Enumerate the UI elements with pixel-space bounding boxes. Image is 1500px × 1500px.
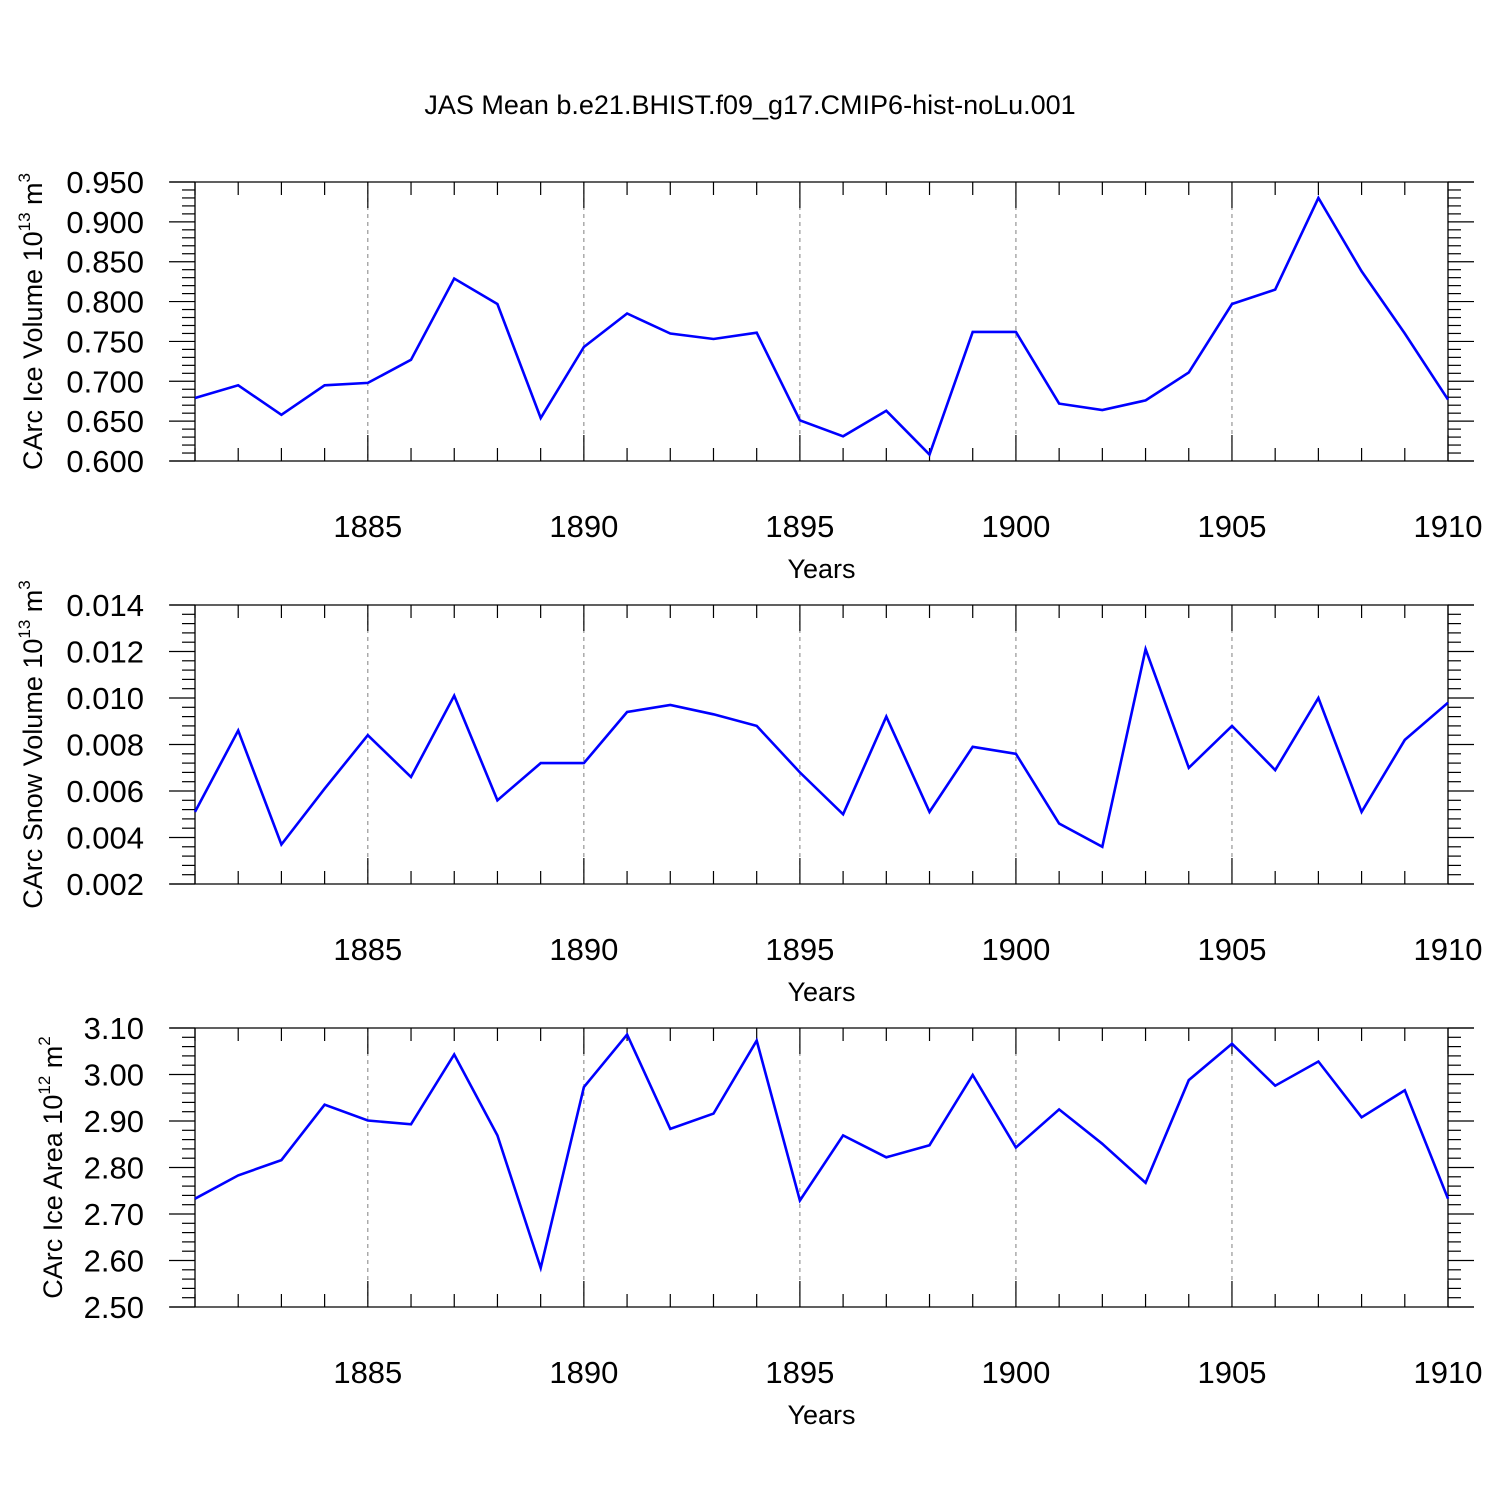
data-series-line [193,644,1449,849]
y-axis-title-unit: m [18,182,48,212]
y-tick-label: 2.70 [84,1197,144,1232]
y-axis-title-exponent: 13 [15,212,34,231]
y-axis-title-main: CArc Snow Volume 10 [18,639,48,909]
y-tick-label: 2.60 [84,1244,144,1279]
y-axis-title-unit-exponent: 2 [35,1036,54,1045]
y-axis-title-unit-exponent: 3 [15,173,34,182]
x-tick-label: 1905 [1197,932,1266,967]
y-axis-title: CArc Snow Volume 1013 m3 [15,580,48,909]
x-tick-label: 1890 [549,932,618,967]
x-tick-label: 1910 [1414,932,1483,967]
y-tick-label: 0.012 [66,635,144,670]
y-tick-label: 0.750 [66,324,144,359]
y-tick-label: 0.900 [66,205,144,240]
y-tick-label: 2.80 [84,1151,144,1186]
y-tick-label: 0.004 [66,821,144,856]
x-tick-label: 1890 [549,509,618,544]
y-axis-title-main: CArc Ice Volume 10 [18,231,48,470]
y-axis-title-exponent: 13 [15,620,34,639]
x-tick-label: 1885 [333,1355,402,1390]
y-tick-label: 2.90 [84,1104,144,1139]
y-tick-label: 0.850 [66,245,144,280]
y-axis-title-exponent: 12 [35,1076,54,1095]
y-axis-title-unit: m [38,1046,68,1076]
panel-1: 0.600 0.650 0.700 0.750 0.800 0.850 0.900 0.950… [15,165,1482,584]
x-tick-label: 1900 [981,509,1050,544]
x-tick-label: 1910 [1414,509,1483,544]
x-tick-label: 1905 [1197,509,1266,544]
y-tick-label: 0.600 [66,444,144,479]
x-tick-label: 1895 [765,1355,834,1390]
y-tick-label: 0.010 [66,681,144,716]
x-tick-label: 1900 [981,932,1050,967]
y-tick-label: 0.002 [66,867,144,902]
y-tick-label: 0.950 [66,165,144,200]
x-tick-label: 1895 [765,932,834,967]
y-axis-title-unit-exponent: 3 [15,580,34,589]
x-tick-label: 1895 [765,509,834,544]
y-tick-label: 2.50 [84,1290,144,1325]
y-tick-label: 0.006 [66,774,144,809]
x-tick-label: 1910 [1414,1355,1483,1390]
y-tick-label: 0.650 [66,404,144,439]
y-tick-label: 0.014 [66,588,144,623]
x-axis-title: Years [787,1400,855,1430]
y-axis-title: CArc Ice Area 1012 m2 [35,1036,68,1299]
y-tick-label: 0.800 [66,285,144,320]
y-tick-label: 0.008 [66,728,144,763]
x-tick-label: 1900 [981,1355,1050,1390]
x-axis-title: Years [787,977,855,1007]
x-tick-label: 1890 [549,1355,618,1390]
data-series-line [194,195,1450,457]
panel-2: 0.002 0.004 0.006 0.008 0.010 0.012 0.014 1885 1… [15,580,1482,1007]
chart-title: JAS Mean b.e21.BHIST.f09_g17.CMIP6-hist-… [424,90,1076,120]
x-tick-label: 1905 [1197,1355,1266,1390]
y-tick-label: 3.10 [84,1011,144,1046]
y-axis-title-main: CArc Ice Area 10 [38,1095,68,1299]
y-tick-label: 0.700 [66,364,144,399]
y-tick-label: 3.00 [84,1058,144,1093]
x-tick-label: 1885 [333,509,402,544]
y-axis-title-unit: m [18,590,48,620]
panel-3: 2.50 2.60 2.70 2.80 2.90 3.00 3.10 1885 1890 1895… [35,1011,1482,1430]
y-axis-title: CArc Ice Volume 1013 m3 [15,173,48,470]
data-series-line [194,1032,1450,1273]
x-axis-title: Years [787,554,855,584]
x-tick-label: 1885 [333,932,402,967]
